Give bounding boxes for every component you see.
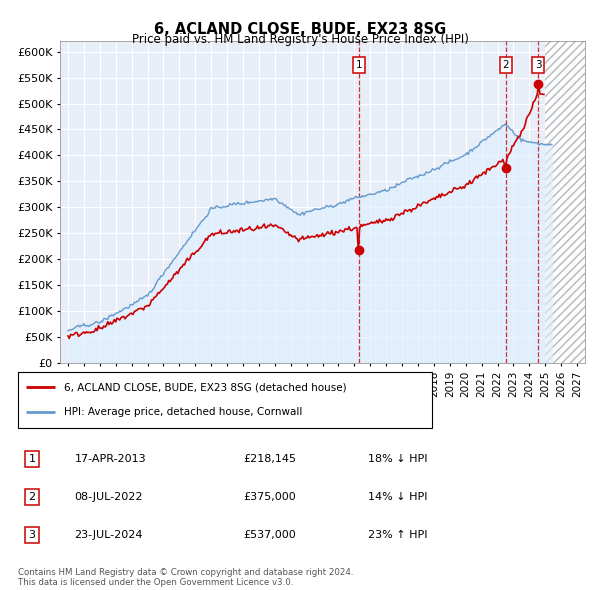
Text: 3: 3	[535, 60, 542, 70]
Text: £537,000: £537,000	[244, 530, 296, 540]
Text: 23-JUL-2024: 23-JUL-2024	[74, 530, 143, 540]
Text: 2: 2	[502, 60, 509, 70]
Text: £218,145: £218,145	[244, 454, 296, 464]
Text: 3: 3	[29, 530, 35, 540]
Text: This data is licensed under the Open Government Licence v3.0.: This data is licensed under the Open Gov…	[18, 578, 293, 587]
Text: 14% ↓ HPI: 14% ↓ HPI	[368, 492, 427, 502]
Text: 6, ACLAND CLOSE, BUDE, EX23 8SG: 6, ACLAND CLOSE, BUDE, EX23 8SG	[154, 22, 446, 37]
Text: 1: 1	[29, 454, 35, 464]
Text: HPI: Average price, detached house, Cornwall: HPI: Average price, detached house, Corn…	[64, 407, 302, 417]
Text: 2: 2	[29, 492, 35, 502]
Bar	[545, 41, 600, 363]
Text: 1: 1	[356, 60, 362, 70]
Text: 08-JUL-2022: 08-JUL-2022	[74, 492, 143, 502]
Text: Contains HM Land Registry data © Crown copyright and database right 2024.: Contains HM Land Registry data © Crown c…	[18, 568, 353, 577]
FancyBboxPatch shape	[18, 372, 432, 428]
Text: £375,000: £375,000	[244, 492, 296, 502]
Text: 18% ↓ HPI: 18% ↓ HPI	[368, 454, 427, 464]
Text: 23% ↑ HPI: 23% ↑ HPI	[368, 530, 427, 540]
Text: 17-APR-2013: 17-APR-2013	[74, 454, 146, 464]
Text: 6, ACLAND CLOSE, BUDE, EX23 8SG (detached house): 6, ACLAND CLOSE, BUDE, EX23 8SG (detache…	[64, 382, 346, 392]
Text: Price paid vs. HM Land Registry's House Price Index (HPI): Price paid vs. HM Land Registry's House …	[131, 33, 469, 46]
